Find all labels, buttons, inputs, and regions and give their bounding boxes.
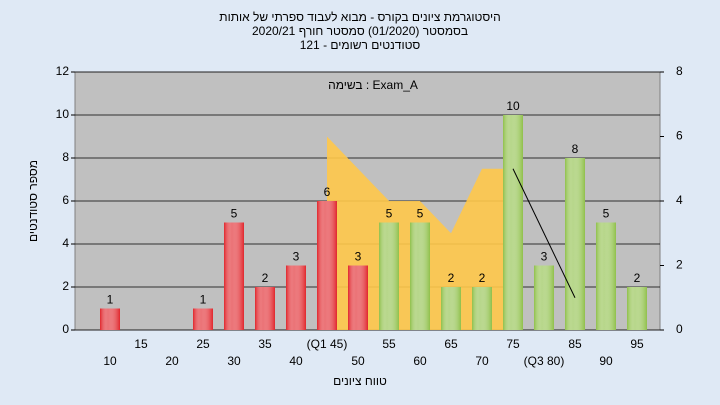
bar-shine <box>596 222 616 330</box>
bar-shine <box>286 265 306 330</box>
x-tick-label: 50 <box>351 354 365 368</box>
bar-shine <box>255 287 275 330</box>
x-tick-label: 35 <box>258 337 272 351</box>
data-label: 3 <box>355 250 362 264</box>
data-label: 10 <box>506 99 520 113</box>
x-tick-label: 15 <box>134 337 148 351</box>
bar-shine <box>472 287 492 330</box>
data-label: 8 <box>572 142 579 156</box>
data-label: 5 <box>603 207 610 221</box>
x-tick-label: 60 <box>413 354 427 368</box>
x-axis-label: טווח ציונים <box>333 374 387 388</box>
bar-shine <box>348 265 368 330</box>
data-label: 2 <box>634 271 641 285</box>
x-tick-label: 55 <box>382 337 396 351</box>
x-tick-label: 65 <box>444 337 458 351</box>
data-label: 5 <box>386 207 393 221</box>
y2-tick-label: 4 <box>676 193 683 207</box>
x-tick-label: 70 <box>475 354 489 368</box>
x-tick-label: 20 <box>165 354 179 368</box>
bar-shine <box>503 115 523 330</box>
bar-shine <box>565 158 585 330</box>
y-tick-label: 8 <box>62 150 69 164</box>
x-tick-label: 85 <box>568 337 582 351</box>
y-tick-label: 0 <box>62 322 69 336</box>
data-label: 3 <box>541 250 548 264</box>
bar-shine <box>410 222 430 330</box>
data-label: 2 <box>479 271 486 285</box>
data-label: 6 <box>324 185 331 199</box>
x-tick-label: 10 <box>103 354 117 368</box>
bar-shine <box>317 201 337 330</box>
x-tick-label: 40 <box>289 354 303 368</box>
x-tick-label: 95 <box>630 337 644 351</box>
bar-shine <box>441 287 461 330</box>
line <box>512 168 576 298</box>
y2-tick-label: 6 <box>676 129 683 143</box>
bar-shine <box>627 287 647 330</box>
annotation: בשימה : Exam_A <box>328 78 418 92</box>
y2-tick-label: 2 <box>676 258 683 272</box>
data-label: 5 <box>417 207 424 221</box>
y2-tick-label: 8 <box>676 64 683 78</box>
y-tick-label: 2 <box>62 279 69 293</box>
x-tick-label: 75 <box>506 337 520 351</box>
bar-shine <box>193 308 213 330</box>
x-tick-label: 90 <box>599 354 613 368</box>
x-tick-label: 30 <box>227 354 241 368</box>
y-tick-label: 10 <box>56 107 70 121</box>
chart-subtitle: סטודנטים רשומים - 121 <box>300 38 421 52</box>
data-label: 2 <box>448 271 455 285</box>
data-label: 2 <box>262 271 269 285</box>
y2-tick-label: 0 <box>676 322 683 336</box>
x-tick-label: 25 <box>196 337 210 351</box>
bar-shine <box>224 222 244 330</box>
data-label: 1 <box>107 293 114 307</box>
bar-shine <box>534 265 554 330</box>
y-tick-label: 12 <box>56 64 70 78</box>
data-label: 1 <box>200 293 207 307</box>
x-tick-label: (Q3 80) <box>524 354 565 368</box>
chart-title: היסטוגרמת ציונים בקורס - מבוא לעבוד ספרת… <box>219 10 500 24</box>
y-tick-label: 6 <box>62 193 69 207</box>
bar-shine <box>379 222 399 330</box>
chart-subtitle: בסמסטר (01/2020) סמסטר חורף 2020/21 <box>252 24 468 38</box>
data-label: 5 <box>231 207 238 221</box>
x-tick-label: (Q1 45) <box>307 337 348 351</box>
data-label: 3 <box>293 250 300 264</box>
bar-shine <box>100 308 120 330</box>
y-axis-label: מספר סטודנטים <box>26 160 40 242</box>
y-tick-label: 4 <box>62 236 69 250</box>
